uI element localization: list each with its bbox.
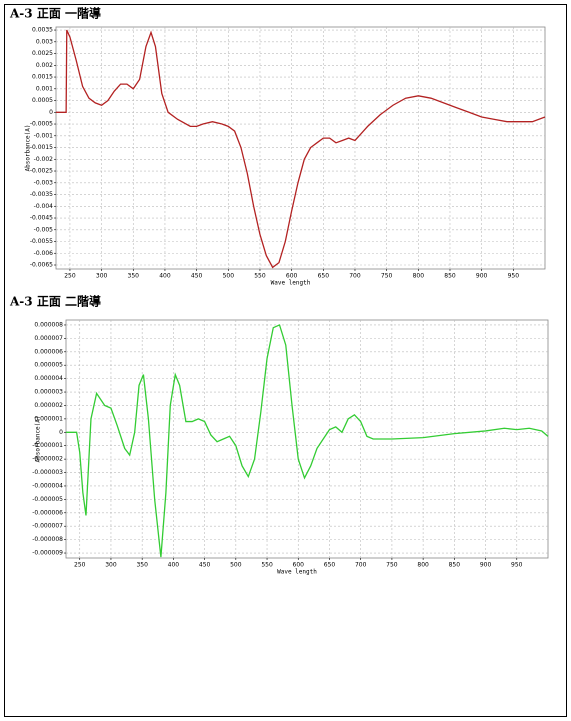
y-tick-label: 0.000006 (34, 348, 63, 355)
x-tick-label: 750 (381, 273, 393, 280)
x-tick-label: 700 (355, 562, 367, 569)
y-tick-label: 0.001 (36, 85, 53, 92)
y-tick-label: -0.000002 (32, 456, 63, 463)
x-tick-label: 650 (318, 273, 330, 280)
y-tick-label: 0.000004 (34, 375, 63, 382)
x-tick-label: 850 (444, 273, 456, 280)
x-tick-label: 600 (286, 273, 298, 280)
y-tick-label: -0.0025 (30, 168, 53, 175)
x-tick-label: 400 (159, 273, 171, 280)
x-tick-label: 950 (508, 273, 520, 280)
page-border (4, 4, 567, 717)
x-tick-label: 350 (128, 273, 140, 280)
data-line (66, 324, 549, 558)
y-tick-label: 0.000005 (34, 362, 63, 369)
y-tick-label: 0.000002 (34, 402, 63, 409)
x-tick-label: 300 (96, 273, 108, 280)
y-tick-label: -0.002 (34, 156, 54, 163)
y-tick-label: -0.0045 (30, 215, 53, 222)
y-tick-label: -0.000008 (32, 536, 63, 543)
x-tick-label: 350 (136, 562, 148, 569)
x-tick-label: 500 (223, 273, 235, 280)
y-axis-label: Absorbance(A) (35, 416, 42, 463)
data-line (56, 29, 546, 269)
x-tick-label: 400 (168, 562, 180, 569)
y-tick-label: -0.000007 (32, 523, 63, 530)
x-tick-label: 550 (261, 562, 273, 569)
y-tick-label: -0.000006 (32, 509, 63, 516)
plot-area (55, 26, 546, 270)
x-tick-label: 900 (480, 562, 492, 569)
x-axis-label: Wave length (277, 569, 317, 576)
x-tick-label: 700 (349, 273, 361, 280)
x-tick-label: 800 (413, 273, 425, 280)
y-axis-label: Absorbance(A) (25, 125, 32, 172)
y-tick-label: -0.0035 (30, 191, 53, 198)
x-axis-label: Wave length (271, 280, 311, 287)
y-tick-label: -0.0015 (30, 144, 53, 151)
y-tick-label: 0.0015 (32, 74, 53, 81)
x-tick-label: 500 (230, 562, 242, 569)
y-tick-label: 0.0035 (32, 27, 53, 34)
y-tick-label: -0.0055 (30, 238, 53, 245)
y-tick-label: 0 (59, 429, 63, 436)
y-tick-label: 0.003 (36, 38, 53, 45)
x-tick-label: 250 (64, 273, 76, 280)
y-tick-label: -0.006 (34, 250, 54, 257)
y-tick-label: -0.005 (34, 226, 54, 233)
y-tick-label: -0.004 (34, 203, 54, 210)
x-tick-label: 900 (476, 273, 488, 280)
y-tick-label: 0.000007 (34, 335, 63, 342)
y-tick-label: 0.0025 (32, 50, 53, 57)
y-tick-label: 0 (49, 109, 53, 116)
y-tick-label: 0.000001 (34, 415, 63, 422)
y-tick-label: 0.0005 (32, 97, 53, 104)
plot-area (65, 319, 549, 559)
x-tick-label: 250 (74, 562, 86, 569)
y-tick-label: -0.0065 (30, 262, 53, 269)
x-tick-label: 450 (199, 562, 211, 569)
y-tick-label: -0.001 (34, 132, 54, 139)
y-tick-label: -0.000009 (32, 550, 63, 557)
x-tick-label: 300 (105, 562, 117, 569)
y-tick-label: 0.000003 (34, 389, 63, 396)
y-tick-label: -0.000004 (32, 482, 63, 489)
section-heading: A-3 正面 一階導 (9, 6, 101, 21)
y-tick-label: -0.000005 (32, 496, 63, 503)
y-tick-label: 0.002 (36, 62, 53, 69)
x-tick-label: 850 (449, 562, 461, 569)
x-tick-label: 600 (293, 562, 305, 569)
x-tick-label: 450 (191, 273, 203, 280)
y-tick-label: -0.003 (34, 179, 54, 186)
y-tick-label: -0.0005 (30, 121, 53, 128)
y-tick-label: -0.000003 (32, 469, 63, 476)
x-tick-label: 650 (324, 562, 336, 569)
y-tick-label: 0.000008 (34, 321, 63, 328)
x-tick-label: 550 (254, 273, 266, 280)
y-tick-label: -0.000001 (32, 442, 63, 449)
x-tick-label: 950 (511, 562, 523, 569)
section-heading: A-3 正面 二階導 (9, 294, 101, 309)
x-tick-label: 750 (386, 562, 398, 569)
x-tick-label: 800 (417, 562, 429, 569)
